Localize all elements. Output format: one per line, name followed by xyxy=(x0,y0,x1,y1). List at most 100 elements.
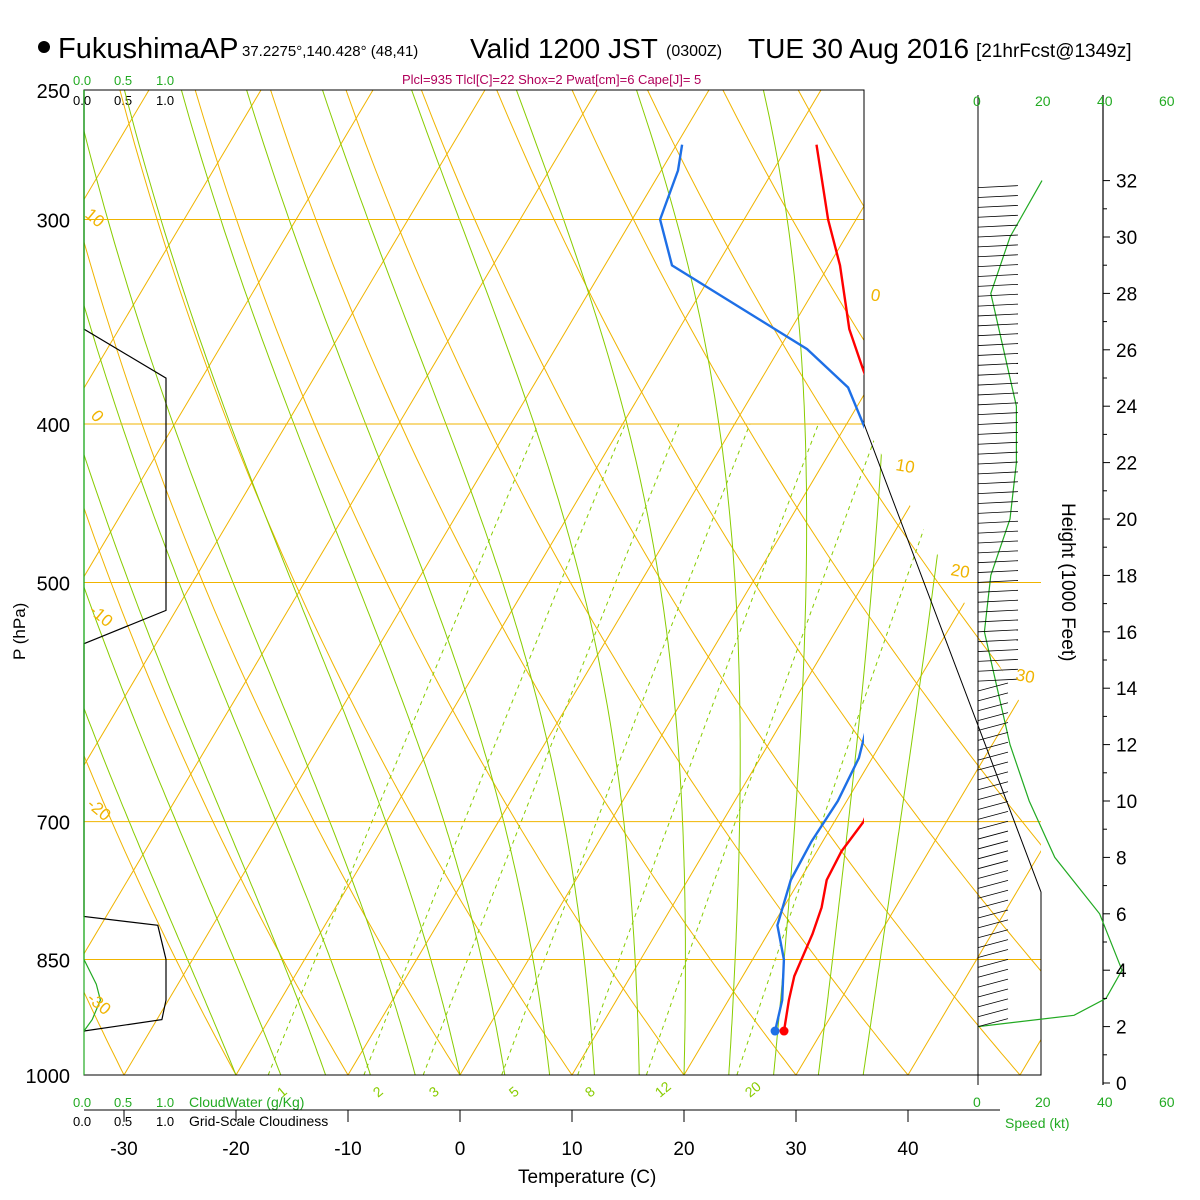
wind-barb xyxy=(977,968,1009,978)
wind-barb xyxy=(977,491,1019,495)
temperature-tick-label: 0 xyxy=(455,1139,466,1160)
temperature-tick-label: 30 xyxy=(785,1139,806,1160)
speed-tick-label: 20 xyxy=(1035,93,1051,109)
dry-adiabat-line xyxy=(0,61,28,1110)
height-tick-label: 14 xyxy=(1116,679,1138,700)
wind-barb xyxy=(977,244,1019,248)
wind-barb xyxy=(977,402,1019,406)
wind-barb xyxy=(977,678,1019,682)
wind-barb xyxy=(977,860,1009,870)
wind-barb xyxy=(977,224,1019,228)
cloudiness-tick-bottom: 1.0 xyxy=(156,1114,174,1129)
station-bullet-icon xyxy=(38,41,50,53)
cloudwater-tick-bottom: 0.0 xyxy=(73,1095,91,1110)
wind-barb xyxy=(977,570,1019,573)
mixing-ratio-label: 8 xyxy=(582,1083,598,1100)
cloudiness-tick-bottom: 0.5 xyxy=(114,1114,132,1129)
pressure-tick-label: 500 xyxy=(37,574,70,596)
wind-barb xyxy=(977,372,1019,376)
isotherm-line xyxy=(84,90,262,1075)
wind-barb xyxy=(977,362,1019,366)
wind-barb xyxy=(977,520,1019,524)
cloudwater-curve xyxy=(83,90,102,1032)
speed-tick-label: 40 xyxy=(1097,93,1113,109)
temperature-tick-label: -10 xyxy=(334,1139,361,1160)
wind-barb xyxy=(977,850,1009,860)
isotherm-label: 30 xyxy=(1014,665,1036,687)
dry-adiabat-line xyxy=(111,90,597,1075)
wind-barb xyxy=(977,988,1009,998)
mixing-ratio-label: 5 xyxy=(506,1083,522,1100)
speed-axis-label: Speed (kt) xyxy=(1005,1115,1070,1131)
temperature-tick-label: -20 xyxy=(222,1139,249,1160)
cloudwater-tick-top: 0.5 xyxy=(114,73,132,88)
wind-barb xyxy=(977,293,1019,297)
wind-barb xyxy=(977,949,1009,958)
wind-barb xyxy=(977,481,1019,485)
height-tick-label: 6 xyxy=(1116,905,1127,926)
cloudiness-tick-top: 0.0 xyxy=(73,93,91,108)
speed-tick-label: 40 xyxy=(1097,1094,1113,1110)
isotherm-line xyxy=(0,90,37,1075)
isotherm-line xyxy=(84,90,374,1075)
wind-barb xyxy=(977,1008,1009,1018)
wind-barb xyxy=(977,639,1019,643)
wind-barb xyxy=(977,909,1009,919)
wind-barb xyxy=(977,840,1009,850)
valid-utc: (0300Z) xyxy=(666,43,722,60)
wind-barb xyxy=(977,451,1019,455)
wind-barb xyxy=(977,540,1019,544)
wind-barb xyxy=(977,580,1019,583)
wind-barb xyxy=(977,731,1009,741)
height-tick-label: 8 xyxy=(1116,848,1127,869)
wind-barb xyxy=(977,530,1019,534)
isotherm-label: 10 xyxy=(894,455,916,477)
valid-date: TUE 30 Aug 2016 xyxy=(748,33,969,64)
wind-barb xyxy=(977,274,1019,277)
moist-adiabat-line xyxy=(180,90,506,1075)
speed-tick-label: 0 xyxy=(973,1094,981,1110)
forecast-info: [21hrFcst@1349z] xyxy=(976,41,1132,62)
wind-barb xyxy=(977,830,1009,840)
wind-barb xyxy=(977,254,1019,258)
wind-barb xyxy=(977,283,1019,287)
cloudiness-tick-top: 1.0 xyxy=(156,93,174,108)
chart-frame xyxy=(83,89,1104,1085)
height-tick-label: 0 xyxy=(1116,1074,1127,1095)
station-coords: 37.2275°,140.428° (48,41) xyxy=(242,43,418,60)
mixing-ratio-label: 20 xyxy=(742,1078,764,1100)
wind-barb xyxy=(977,929,1009,939)
wind-barb xyxy=(977,998,1009,1008)
wind-barb xyxy=(977,722,1009,731)
wind-barb xyxy=(977,870,1009,879)
wind-barb xyxy=(977,303,1019,307)
wind-barb xyxy=(977,659,1019,662)
wind-barb xyxy=(977,432,1019,435)
height-tick-label: 22 xyxy=(1116,454,1137,475)
isotherm-label: 0 xyxy=(869,285,882,305)
wind-barb xyxy=(977,501,1019,504)
moist-adiabat-line xyxy=(84,90,371,1075)
dry-adiabat-line xyxy=(782,90,1041,1075)
wind-panel xyxy=(977,180,1123,1028)
height-tick-label: 10 xyxy=(1116,792,1137,813)
wind-barb xyxy=(977,761,1009,771)
cloudwater-tick-bottom: 0.5 xyxy=(114,1095,132,1110)
pressure-tick-label: 700 xyxy=(37,813,70,835)
height-tick-label: 24 xyxy=(1116,397,1138,418)
wind-barb xyxy=(977,771,1009,781)
indices-line: Plcl=935 Tlcl[C]=22 Shox=2 Pwat[cm]=6 Ca… xyxy=(402,72,701,87)
wind-barb xyxy=(977,343,1019,346)
moist-adiabat-line xyxy=(636,90,741,1075)
wind-barb xyxy=(977,461,1019,465)
wind-barb xyxy=(977,919,1009,929)
moist-adiabat-line xyxy=(322,90,595,1075)
wind-barb xyxy=(977,214,1019,218)
speed-tick-label: 60 xyxy=(1159,93,1175,109)
isotherm-line xyxy=(1019,90,1041,1075)
mixing-ratio-line xyxy=(645,423,881,1075)
cloudwater-label: CloudWater (g/Kg) xyxy=(189,1094,304,1110)
wind-barb xyxy=(977,978,1009,988)
moist-adiabat-line xyxy=(84,90,327,1075)
